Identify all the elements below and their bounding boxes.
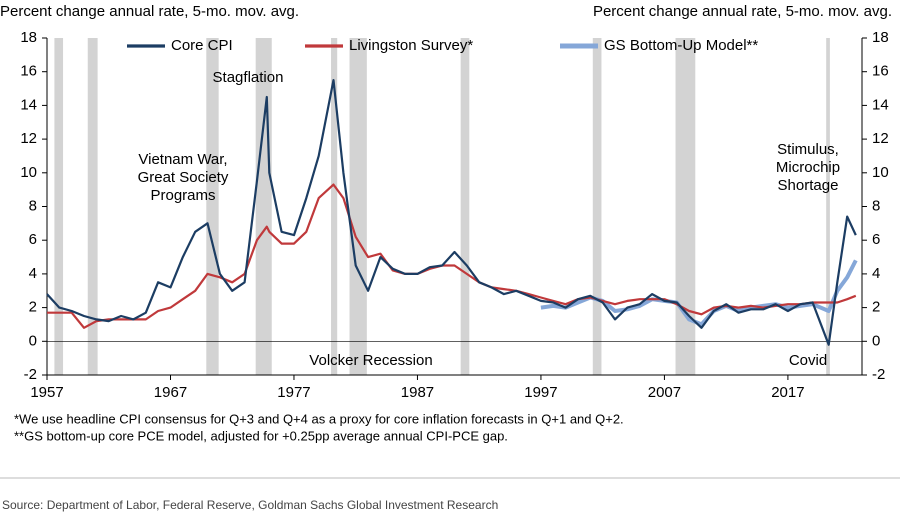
y2-tick-label: -2	[872, 366, 885, 383]
x-tick-label: 2007	[648, 384, 681, 401]
y-tick-label: -2	[24, 366, 37, 383]
recession-band	[206, 38, 219, 375]
y2-tick-label: 2	[872, 299, 880, 316]
x-tick-label: 1987	[401, 384, 434, 401]
annotation: Programs	[150, 187, 215, 204]
y2-tick-label: 18	[872, 29, 889, 46]
recession-band	[255, 38, 272, 375]
annotation: Great Society	[138, 169, 229, 186]
recession-band	[54, 38, 64, 375]
footnote: *We use headline CPI consensus for Q+3 a…	[14, 411, 624, 426]
recession-band	[675, 38, 696, 375]
recession-band	[331, 38, 338, 375]
y-tick-label: 14	[20, 96, 37, 113]
annotation: Shortage	[778, 177, 839, 194]
legend-label: GS Bottom-Up Model**	[604, 37, 758, 54]
recession-band	[826, 38, 830, 375]
legend-label: Core CPI	[171, 37, 233, 54]
y2-tick-label: 16	[872, 63, 889, 80]
x-tick-label: 1967	[154, 384, 187, 401]
y2-tick-label: 4	[872, 265, 880, 282]
series-line	[540, 259, 858, 327]
x-tick-label: 1997	[524, 384, 557, 401]
y-tick-label: 6	[29, 231, 37, 248]
series-line	[46, 79, 857, 346]
x-tick-label: 2017	[771, 384, 804, 401]
recession-band	[460, 38, 470, 375]
y-tick-label: 12	[20, 130, 37, 147]
legend-label: Livingston Survey*	[349, 37, 473, 54]
annotation: Covid	[789, 352, 827, 369]
annotation: Microchip	[776, 159, 840, 176]
source: Source: Department of Labor, Federal Res…	[2, 498, 498, 512]
y2-tick-label: 0	[872, 332, 880, 349]
y-tick-label: 10	[20, 164, 37, 181]
y2-tick-label: 8	[872, 197, 880, 214]
recession-band	[87, 38, 98, 375]
y2-tick-label: 14	[872, 96, 889, 113]
annotation: Volcker Recession	[309, 352, 432, 369]
y-tick-label: 4	[29, 265, 37, 282]
recession-band	[592, 38, 602, 375]
y2-tick-label: 6	[872, 231, 880, 248]
y2-axis-title: Percent change annual rate, 5-mo. mov. a…	[593, 3, 892, 20]
y-tick-label: 2	[29, 299, 37, 316]
y2-tick-label: 10	[872, 164, 889, 181]
annotation: Vietnam War,	[138, 151, 227, 168]
y-tick-label: 18	[20, 29, 37, 46]
y-axis-title: Percent change annual rate, 5-mo. mov. a…	[0, 3, 299, 20]
x-tick-label: 1957	[30, 384, 63, 401]
annotation: Stimulus,	[777, 141, 839, 158]
y2-tick-label: 12	[872, 130, 889, 147]
recession-band	[349, 38, 367, 375]
y-tick-label: 16	[20, 63, 37, 80]
annotation: Stagflation	[213, 69, 284, 86]
x-tick-label: 1977	[277, 384, 310, 401]
y-tick-label: 8	[29, 197, 37, 214]
y-tick-label: 0	[29, 332, 37, 349]
footnote: **GS bottom-up core PCE model, adjusted …	[14, 428, 508, 443]
